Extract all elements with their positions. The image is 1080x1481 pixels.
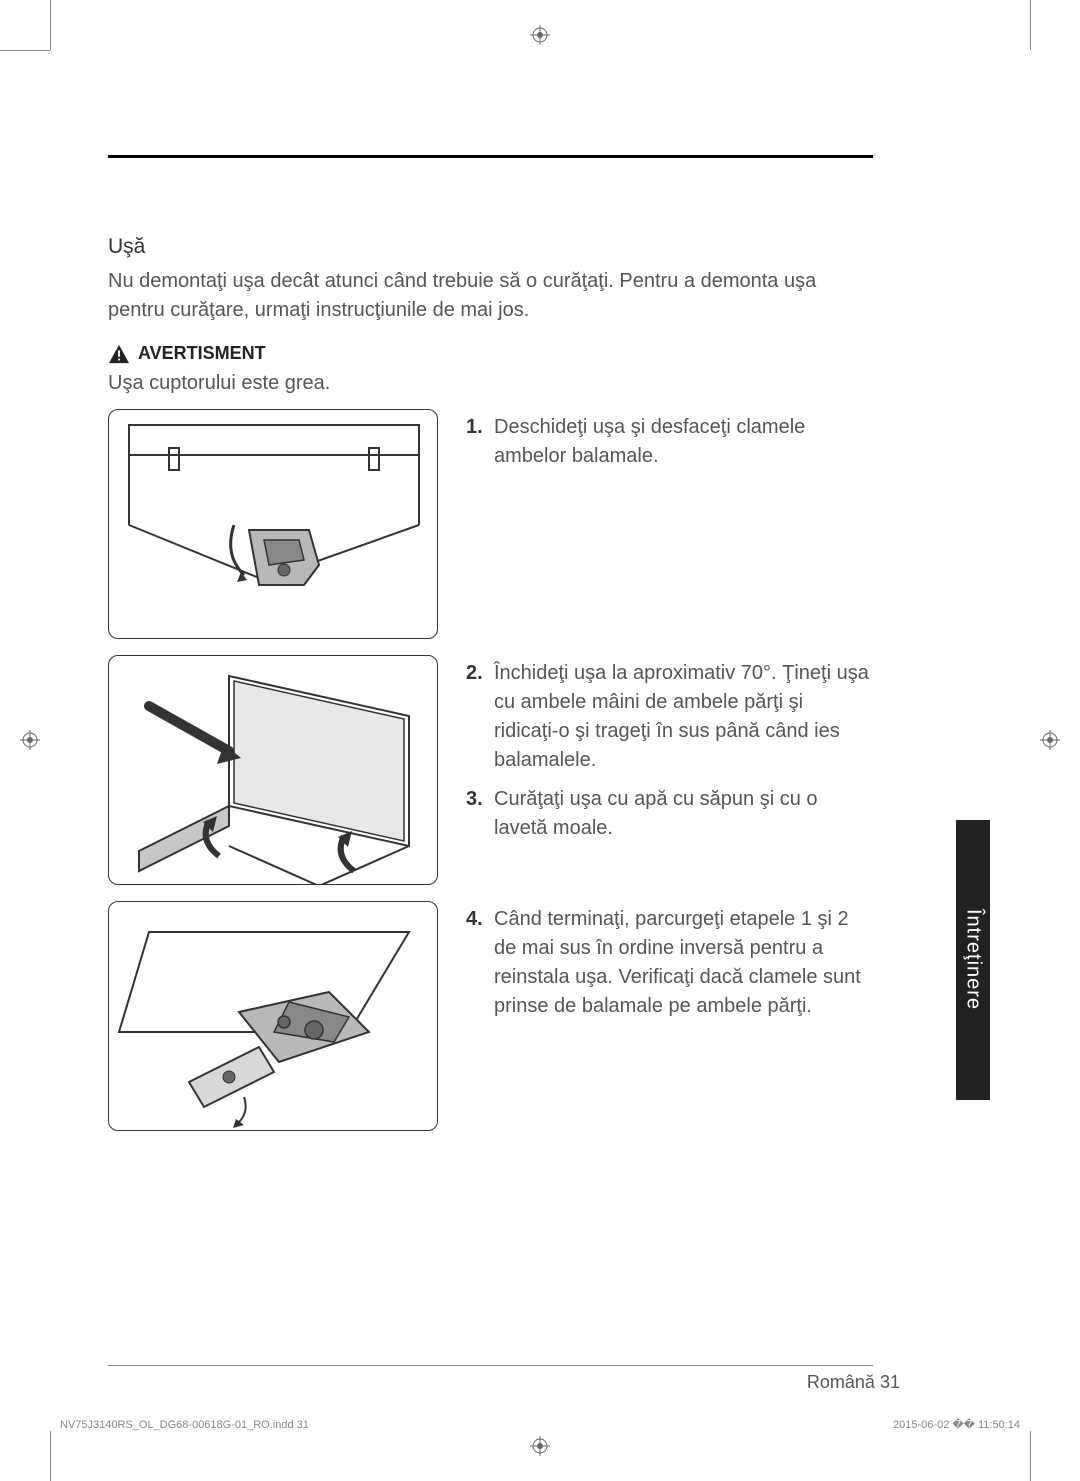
step-row-1: 1. Deschideţi uşa şi desfaceţi clamele a… (108, 409, 873, 639)
section-title: Uşă (108, 235, 873, 259)
registration-mark-right (1040, 730, 1060, 750)
warning-text: Uşa cuptorului este grea. (108, 372, 873, 395)
step-item-4: 4. Când terminaţi, parcurgeţi etapele 1 … (466, 905, 873, 1021)
registration-mark-bottom (530, 1436, 550, 1456)
step-image-3 (108, 901, 438, 1131)
side-tab-label: Întreţinere (962, 909, 985, 1010)
side-tab: Întreţinere (956, 820, 990, 1100)
warning-label: AVERTISMENT (138, 343, 266, 364)
warning-row: AVERTISMENT (108, 343, 873, 364)
imprint-left: NV75J3140RS_OL_DG68-00618G-01_RO.indd 31 (60, 1419, 309, 1431)
footer-page-number: 31 (880, 1372, 900, 1392)
intro-text: Nu demontaţi uşa decât atunci când trebu… (108, 267, 873, 325)
footer-right: Română 31 (807, 1372, 900, 1393)
step-text-col-2: 2. Închideţi uşa la aproximativ 70°. Ţin… (466, 655, 873, 853)
registration-mark-left (20, 730, 40, 750)
step-body: Curăţaţi uşa cu apă cu săpun şi cu o lav… (494, 785, 873, 843)
step-body: Deschideţi uşa şi desfaceţi clamele ambe… (494, 413, 873, 471)
step-number: 1. (466, 413, 494, 471)
step-number: 4. (466, 905, 494, 1021)
footer-language: Română (807, 1372, 875, 1392)
step-body: Când terminaţi, parcurgeţi etapele 1 şi … (494, 905, 873, 1021)
step-image-2 (108, 655, 438, 885)
step-item-3: 3. Curăţaţi uşa cu apă cu săpun şi cu o … (466, 785, 873, 843)
step-number: 2. (466, 659, 494, 775)
step-text-col-3: 4. Când terminaţi, parcurgeţi etapele 1 … (466, 901, 873, 1031)
registration-mark-top (530, 25, 550, 45)
step-text-col-1: 1. Deschideţi uşa şi desfaceţi clamele a… (466, 409, 873, 481)
imprint-right: 2015-06-02 �� 11:50:14 (893, 1418, 1020, 1431)
step-item-2: 2. Închideţi uşa la aproximativ 70°. Ţin… (466, 659, 873, 775)
step-image-1 (108, 409, 438, 639)
page-content: Uşă Nu demontaţi uşa decât atunci când t… (108, 155, 873, 1131)
warning-triangle-icon (108, 344, 130, 364)
footer-line (108, 1365, 873, 1366)
steps-area: 1. Deschideţi uşa şi desfaceţi clamele a… (108, 409, 873, 1131)
step-item-1: 1. Deschideţi uşa şi desfaceţi clamele a… (466, 413, 873, 471)
step-row-2: 2. Închideţi uşa la aproximativ 70°. Ţin… (108, 655, 873, 885)
step-row-3: 4. Când terminaţi, parcurgeţi etapele 1 … (108, 901, 873, 1131)
step-number: 3. (466, 785, 494, 843)
step-body: Închideţi uşa la aproximativ 70°. Ţineţi… (494, 659, 873, 775)
